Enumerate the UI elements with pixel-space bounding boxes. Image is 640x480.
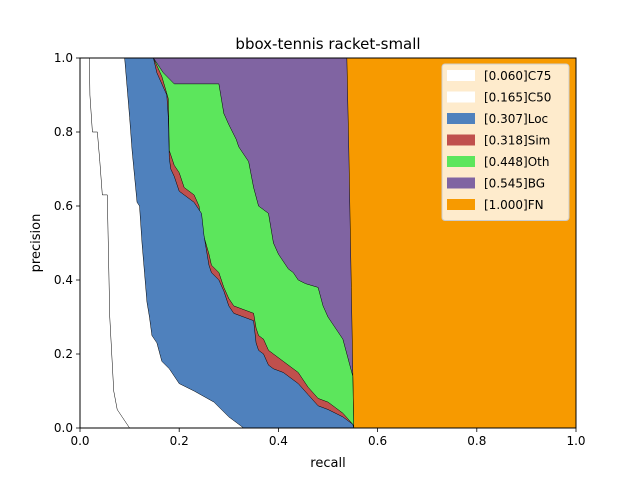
- legend-swatch: [447, 156, 475, 167]
- legend: [0.060]C75 [0.165]C50 [0.307]Loc [0.318]Sim…: [441, 63, 570, 221]
- y-tick-label: 0.4: [54, 273, 73, 287]
- legend-label: [0.318]Sim: [484, 134, 550, 148]
- legend-label: [0.307]Loc: [484, 112, 548, 126]
- legend-swatch: [447, 199, 475, 210]
- plot-frame: [79, 57, 577, 429]
- y-tick-label: 0.6: [54, 199, 73, 213]
- y-tick-label: 0.0: [54, 421, 73, 435]
- legend-swatch: [447, 113, 475, 124]
- legend-swatch: [447, 134, 475, 146]
- x-tick-label: 0.0: [70, 434, 89, 448]
- y-tick-label: 1.0: [54, 51, 73, 65]
- y-tick-label: 0.8: [54, 125, 73, 139]
- area-0-060-c75: [79, 57, 131, 429]
- x-tick-label: 0.6: [368, 434, 387, 448]
- x-tick-label: 1.0: [566, 434, 585, 448]
- legend-label: [0.165]C50: [484, 91, 551, 105]
- y-tick-label: 0.2: [54, 347, 73, 361]
- legend-swatch: [447, 177, 475, 189]
- legend-label: [0.060]C75: [484, 69, 551, 83]
- y-axis-label: precision: [29, 214, 44, 273]
- legend-label: [1.000]FN: [484, 198, 544, 212]
- legend-label: [0.545]BG: [484, 177, 545, 191]
- area-0-165-c50: [79, 57, 245, 429]
- y-axis: 0.0 0.2 0.4 0.6 0.8 1.0: [54, 51, 80, 435]
- x-axis-label: recall: [310, 456, 345, 471]
- x-tick-label: 0.4: [269, 434, 288, 448]
- x-tick-label: 0.8: [467, 434, 486, 448]
- x-tick-label: 0.2: [170, 434, 189, 448]
- legend-swatch: [447, 70, 475, 81]
- legend-label: [0.448]Oth: [484, 155, 549, 169]
- legend-swatch: [447, 91, 475, 103]
- chart-title: bbox-tennis racket-small: [235, 35, 420, 53]
- x-axis: 0.0 0.2 0.4 0.6 0.8 1.0: [70, 428, 586, 448]
